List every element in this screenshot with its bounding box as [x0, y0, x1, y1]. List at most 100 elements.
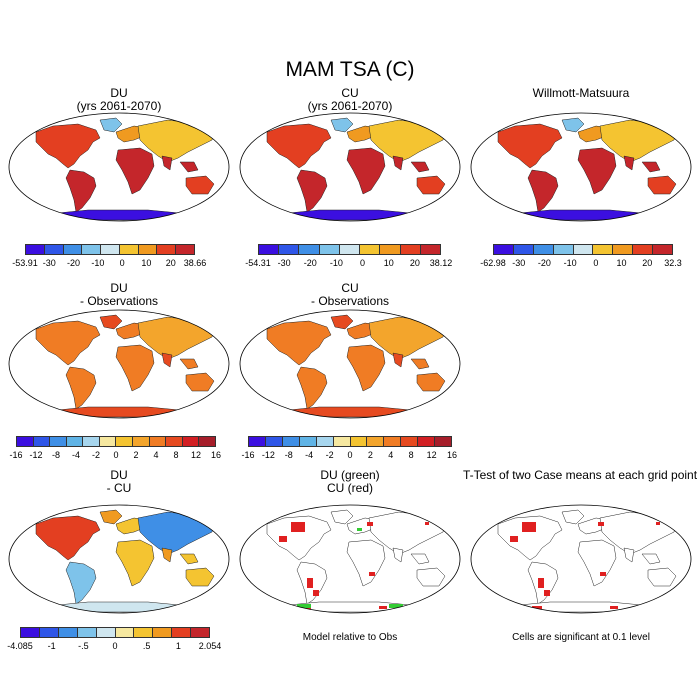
colorbar-swatch: [138, 245, 158, 254]
region-samerica: [296, 366, 328, 410]
region-seasia: [179, 161, 199, 173]
colorbar-du-obs: [16, 436, 216, 447]
colorbar-cu-obs: [248, 436, 452, 447]
panel-title-line1: DU: [110, 281, 128, 295]
sig-cell: [425, 522, 429, 525]
region-greenland: [330, 314, 354, 330]
colorbar-swatch: [133, 437, 150, 446]
map-border: [8, 309, 230, 419]
panel-title-line2: - Observations: [310, 294, 390, 308]
colorbar-tick-label: -20: [67, 258, 81, 268]
colorbar-swatch: [58, 628, 78, 637]
region-africa: [346, 147, 386, 195]
region-samerica: [65, 366, 97, 410]
panel-note: Cells are significant at 0.1 level: [512, 632, 650, 643]
map-border: [470, 112, 692, 222]
colorbar-tick-label: 16: [210, 450, 222, 460]
region-india: [161, 352, 173, 368]
colorbar-swatch: [172, 628, 192, 637]
colorbar-tick-label: 1: [175, 641, 181, 651]
colorbar-tick-label: -1: [47, 641, 56, 651]
map-border: [470, 504, 692, 614]
colorbar-tick-label: 20: [409, 258, 420, 268]
region-seasia: [410, 161, 430, 173]
region-africa: [115, 344, 155, 392]
region-india: [392, 547, 404, 563]
colorbar-swatch: [99, 437, 117, 446]
sig-cell: [510, 536, 518, 542]
region-samerica: [296, 169, 328, 213]
colorbar-tick-label: 38.66: [183, 258, 207, 268]
colorbar-ticks: -16 -12 -8 -4 -2 0 2 4 8 12 16: [241, 450, 457, 461]
region-samerica: [527, 169, 559, 213]
region-greenland: [99, 314, 123, 330]
colorbar-tick-label: 20: [642, 258, 653, 268]
map-border: [239, 504, 461, 614]
colorbar-swatch: [134, 628, 154, 637]
panel-title-line1: DU: [110, 86, 128, 100]
colorbar-tick-label: -2: [325, 450, 334, 460]
colorbar-tick-label: -54.31: [245, 258, 271, 268]
panel-title-line2: (yrs 2061-2070): [76, 99, 162, 113]
panel-title-line1: DU: [110, 468, 128, 482]
colorbar-tick-label: -30: [512, 258, 526, 268]
sig-cell: [379, 606, 387, 609]
sig-cell: [279, 536, 287, 542]
region-africa: [115, 147, 155, 195]
sig-cell: [369, 572, 375, 576]
colorbar-tick-label: 0: [593, 258, 599, 268]
region-greenland: [99, 509, 123, 525]
region-india: [392, 352, 404, 368]
colorbar-du-cu: [20, 627, 210, 638]
sig-cell: [600, 572, 606, 576]
region-africa: [115, 539, 155, 587]
colorbar-swatch: [153, 628, 173, 637]
colorbar-swatch: [17, 437, 34, 446]
colorbar-swatch: [613, 245, 634, 254]
sig-cell: [544, 590, 550, 596]
region-australia: [647, 567, 677, 587]
panel-title-du: DU (yrs 2061-2070): [8, 87, 230, 113]
colorbar-swatch: [316, 437, 334, 446]
colorbar-tick-label: -10: [329, 258, 343, 268]
region-samerica: [65, 561, 97, 605]
colorbar-swatch: [265, 437, 283, 446]
panel-title-line1: T-Test of two Case means at each grid po…: [462, 468, 698, 482]
colorbar-swatch: [367, 437, 385, 446]
panel-note: Model relative to Obs: [302, 632, 398, 643]
colorbar-tick-label: 10: [141, 258, 152, 268]
colorbar-swatch: [494, 245, 514, 254]
panel-title-line2: CU (red): [326, 481, 373, 495]
colorbar-tick-label: 32.3: [664, 258, 682, 268]
panel-title-du-obs: DU - Observations: [8, 282, 230, 308]
colorbar-tick-label: 0: [112, 641, 118, 651]
colorbar-swatch: [400, 245, 421, 254]
colorbar-swatch: [339, 245, 361, 254]
region-greenland: [99, 117, 123, 133]
colorbar-tick-label: -10: [91, 258, 105, 268]
colorbar-tick-label: -12: [261, 450, 275, 460]
map-border: [239, 112, 461, 222]
colorbar-tick-label: 2: [133, 450, 139, 460]
colorbar-swatch: [96, 628, 116, 637]
region-india: [161, 547, 173, 563]
colorbar-swatch: [116, 437, 134, 446]
colorbar-swatch: [533, 245, 554, 254]
colorbar-tick-label: -53.91: [12, 258, 38, 268]
colorbar-swatch: [401, 437, 419, 446]
panel-title-sig-model: DU (green) CU (red): [239, 469, 461, 495]
region-namerica: [35, 515, 101, 561]
colorbar-tick-label: -.5: [78, 641, 89, 651]
region-australia: [416, 567, 446, 587]
colorbar-tick-label: -2: [91, 450, 101, 460]
region-namerica: [266, 320, 332, 366]
colorbar-tick-label: 4: [153, 450, 159, 460]
sig-cell: [522, 522, 536, 532]
colorbar-tick-label: 10: [616, 258, 627, 268]
colorbar-swatch: [282, 437, 300, 446]
map-ttest: [470, 504, 692, 614]
colorbar-tick-label: -12: [29, 450, 43, 460]
region-australia: [185, 567, 215, 587]
region-namerica: [35, 123, 101, 169]
colorbar-tick-label: 2: [367, 450, 373, 460]
